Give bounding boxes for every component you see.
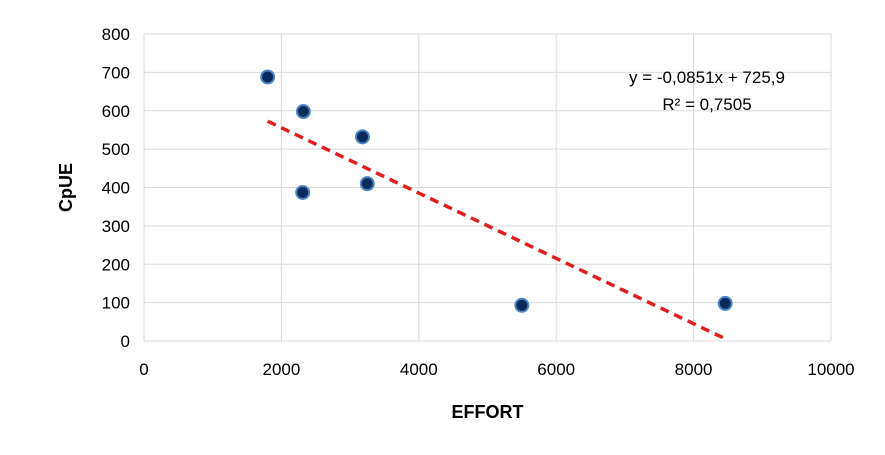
trendline (266, 119, 726, 341)
trendline-equation: y = -0,0851x + 725,9 (629, 68, 785, 87)
x-tick-label: 8000 (675, 360, 713, 379)
y-tick-label: 800 (102, 25, 130, 44)
x-tick-label: 10000 (807, 360, 854, 379)
y-tick-label: 100 (102, 294, 130, 313)
data-point (717, 295, 733, 311)
data-point (295, 104, 311, 120)
y-tick-label: 0 (121, 332, 130, 351)
y-tick-label: 500 (102, 140, 130, 159)
y-tick-label: 600 (102, 102, 130, 121)
y-tick-label: 200 (102, 255, 130, 274)
x-tick-labels: 0 2000 4000 6000 8000 10000 (139, 360, 854, 379)
data-point (295, 184, 311, 200)
data-points (260, 69, 733, 313)
y-tick-label: 400 (102, 179, 130, 198)
y-tick-labels: 0 100 200 300 400 500 600 700 800 (102, 25, 130, 351)
y-tick-label: 700 (102, 63, 130, 82)
x-tick-label: 6000 (537, 360, 575, 379)
x-tick-label: 4000 (400, 360, 438, 379)
r-squared-label: R² = 0,7505 (662, 95, 751, 114)
y-tick-label: 300 (102, 217, 130, 236)
data-point (514, 297, 530, 313)
x-axis-title: EFFORT (452, 402, 524, 422)
data-point (354, 129, 370, 145)
data-point (359, 176, 375, 192)
gridlines (143, 33, 832, 342)
x-tick-label: 2000 (262, 360, 300, 379)
x-tick-label: 0 (139, 360, 148, 379)
data-point (260, 69, 276, 85)
y-axis-title: CpUE (56, 163, 76, 212)
